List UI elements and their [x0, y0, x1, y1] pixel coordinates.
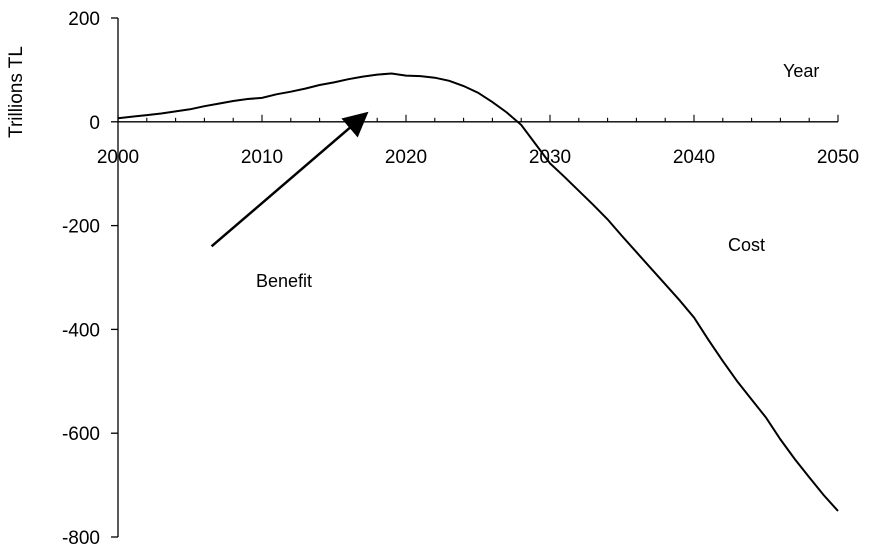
series-line [117, 72, 839, 512]
y-tick-label: 0 [89, 113, 100, 134]
y-tick-label: -600 [62, 424, 100, 445]
x-axis: 2000 2010 2020 2030 2040 2050 [97, 114, 859, 168]
year-label: Year [783, 61, 819, 81]
x-tick-label: 2000 [97, 147, 139, 168]
y-tick-label: -200 [62, 217, 100, 238]
x-tick-label: 2020 [385, 147, 427, 168]
x-tick-label: 2050 [817, 147, 859, 168]
x-tick-label: 2010 [241, 147, 283, 168]
x-tick-label: 2030 [529, 147, 571, 168]
cost-label: Cost [728, 235, 765, 255]
y-tick-label: -800 [62, 528, 100, 546]
y-axis-title: Trillions TL [6, 46, 27, 138]
x-tick-label: 2040 [673, 147, 715, 168]
benefit-arrow [210, 111, 369, 248]
y-tick-label: -400 [62, 320, 100, 341]
benefit-label: Benefit [256, 271, 312, 291]
y-tick-label: 200 [68, 9, 100, 30]
y-axis: 200 0 -200 -400 -600 -800 [62, 9, 119, 546]
